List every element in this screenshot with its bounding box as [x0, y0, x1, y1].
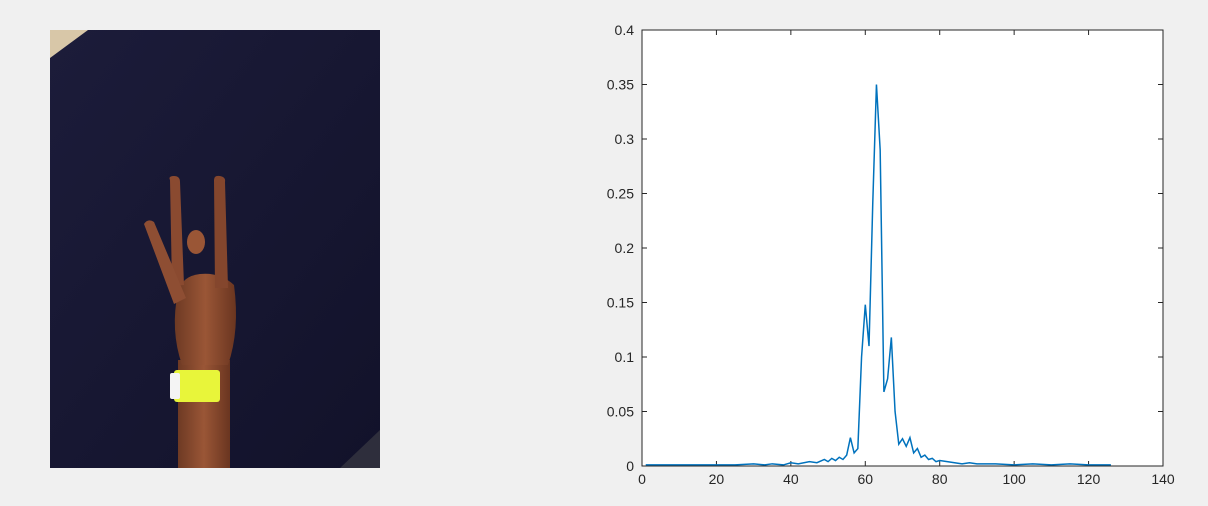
hand-photo — [50, 30, 380, 468]
plot-area — [642, 30, 1163, 466]
y-tick-label: 0.2 — [615, 240, 635, 256]
y-tick-label: 0.4 — [615, 22, 635, 38]
wristband-clasp — [170, 373, 180, 399]
index-finger — [169, 176, 184, 286]
plot-frame — [641, 29, 1164, 467]
x-tick-label: 80 — [932, 471, 948, 487]
wristband — [174, 370, 220, 402]
photo-corner-shadow — [340, 430, 380, 468]
x-tick-label: 100 — [1002, 471, 1026, 487]
y-tick-label: 0.1 — [615, 349, 635, 365]
y-tick-label: 0.05 — [607, 404, 634, 420]
x-tick-label: 120 — [1077, 471, 1101, 487]
pinky-finger — [214, 175, 228, 288]
folded-fingers — [187, 230, 205, 254]
chart-panel: 0 20 40 60 80 100 120 140 0 0.05 0.1 0.15 0.2 0.25 0.3… — [580, 14, 1190, 494]
palm — [174, 273, 236, 365]
x-tick-label: 140 — [1151, 471, 1175, 487]
line-chart: 0 20 40 60 80 100 120 140 0 0.05 0.1 0.15 0.2 0.25 0.3… — [607, 22, 1175, 487]
y-tick-label: 0.3 — [615, 131, 635, 147]
y-tick-label: 0.25 — [607, 186, 634, 202]
series-line — [645, 84, 1111, 466]
thumb — [144, 220, 186, 304]
x-tick-label: 60 — [857, 471, 873, 487]
y-tick-label: 0.15 — [607, 295, 634, 311]
y-tick-label: 0 — [626, 458, 634, 474]
x-tick-label: 0 — [638, 471, 646, 487]
x-tick-label: 40 — [783, 471, 799, 487]
y-tick-label: 0.35 — [607, 77, 634, 93]
x-tick-label: 20 — [709, 471, 725, 487]
photo-corner-wall — [50, 30, 88, 58]
hand-photo-illustration — [50, 30, 380, 468]
